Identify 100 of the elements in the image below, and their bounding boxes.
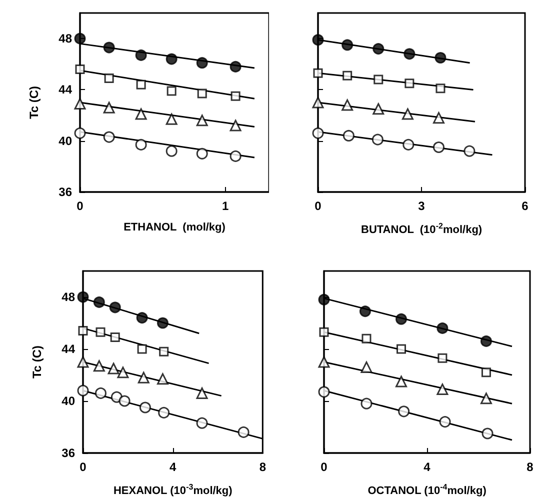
point: [96, 327, 106, 337]
y-axis-title: Tc (C): [30, 345, 44, 379]
y-tick-label: 36: [58, 185, 72, 199]
point: [196, 148, 208, 160]
point: [103, 42, 115, 54]
x-tick-label: 0: [80, 460, 87, 474]
x-tick-label: 0: [314, 199, 322, 213]
point: [318, 386, 330, 398]
point: [439, 416, 451, 428]
point: [197, 88, 207, 98]
point: [318, 356, 330, 368]
point: [196, 57, 208, 69]
point: [433, 142, 444, 153]
point: [313, 68, 323, 78]
point: [319, 327, 329, 337]
point: [374, 74, 384, 84]
point: [342, 70, 352, 80]
point: [436, 84, 446, 94]
point: [74, 32, 86, 44]
point: [464, 145, 476, 157]
point: [396, 313, 407, 325]
point: [166, 145, 178, 157]
y-tick-label: 40: [62, 394, 76, 408]
point: [93, 296, 105, 308]
point: [238, 426, 250, 438]
point: [372, 134, 384, 146]
point: [230, 91, 240, 101]
point: [109, 302, 121, 314]
point: [138, 372, 150, 384]
point: [137, 344, 147, 354]
point: [136, 80, 146, 90]
point: [396, 344, 406, 354]
y-tick-label: 44: [58, 82, 72, 97]
point: [196, 387, 208, 399]
point: [342, 99, 354, 111]
point: [404, 48, 416, 60]
x-tick-label: 6: [522, 199, 529, 213]
point: [104, 73, 114, 83]
point: [396, 376, 407, 388]
point: [135, 138, 147, 150]
point: [480, 335, 492, 347]
point: [372, 103, 384, 115]
point: [78, 326, 88, 336]
point: [480, 392, 492, 404]
point: [159, 346, 169, 356]
point: [74, 127, 86, 139]
point: [103, 102, 115, 114]
x-tick-label: 8: [259, 460, 266, 474]
point: [93, 360, 105, 372]
y-axis-title: Tc (C): [27, 86, 41, 120]
point: [360, 398, 372, 410]
point: [77, 384, 89, 396]
x-tick-label: 0: [320, 460, 328, 474]
point: [196, 417, 208, 429]
point: [118, 395, 130, 407]
point: [156, 373, 168, 385]
point: [433, 112, 444, 124]
point: [230, 60, 242, 72]
point: [156, 317, 168, 329]
point: [312, 34, 324, 46]
point: [117, 366, 129, 378]
point: [77, 291, 89, 303]
point: [75, 64, 85, 74]
point: [436, 322, 448, 334]
point: [166, 53, 178, 65]
point: [136, 312, 148, 324]
point: [402, 108, 414, 120]
x-tick-label: 4: [424, 460, 431, 474]
y-tick-label: 48: [62, 290, 76, 304]
x-tick-label: 1: [222, 199, 230, 213]
point: [166, 113, 178, 125]
x-tick-label: 8: [526, 460, 534, 474]
point: [404, 78, 414, 88]
point: [398, 406, 410, 418]
point: [230, 150, 242, 162]
point: [481, 368, 491, 378]
x-tick-label: 4: [169, 460, 176, 474]
point: [77, 356, 89, 368]
x-tick-label: 0: [76, 199, 84, 213]
point: [108, 362, 120, 374]
point: [362, 334, 372, 344]
point: [158, 406, 170, 418]
point: [110, 332, 120, 342]
point: [103, 131, 115, 143]
point: [135, 49, 147, 61]
point: [402, 138, 414, 150]
x-axis-title: ETHANOL (mol/kg): [124, 222, 226, 234]
point: [436, 384, 448, 396]
point: [230, 120, 242, 132]
point: [166, 86, 176, 96]
point: [318, 294, 330, 306]
y-tick-label: 40: [58, 134, 72, 148]
point: [74, 98, 86, 110]
point: [139, 402, 151, 414]
point: [360, 361, 372, 373]
y-tick-label: 36: [62, 446, 76, 460]
y-tick-label: 48: [58, 32, 72, 46]
point: [196, 114, 208, 126]
point: [312, 127, 324, 139]
y-tick-label: 44: [62, 342, 76, 356]
